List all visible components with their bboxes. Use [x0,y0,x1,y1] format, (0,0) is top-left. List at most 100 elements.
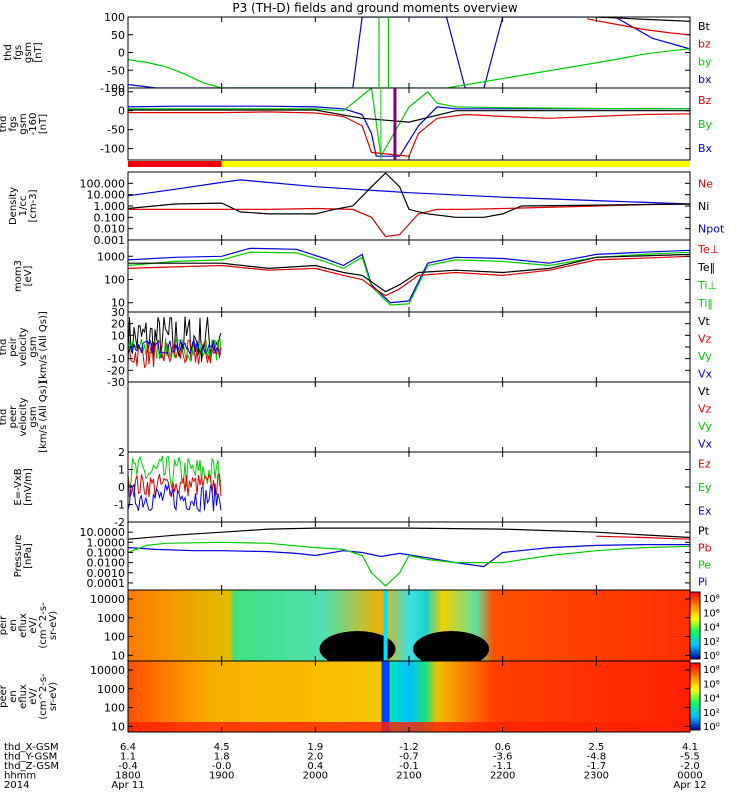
y-axis-label: eV/ [28,688,39,705]
plot-area-fgs [128,17,690,88]
y-axis-label: eflux [18,684,29,709]
y-axis-label: [nPa] [23,543,34,569]
axis-cell-value: 1900 [209,771,234,782]
y-tick-label: 50 [111,29,125,42]
y-tick-label: 100 [104,702,125,715]
axis-cell-value: -1.7 [587,761,607,772]
series-Pe [128,541,690,587]
axis-cell-value: -1.1 [493,761,513,772]
y-axis-label: velocity [18,397,29,436]
y-tick-label: 0 [118,105,125,118]
y-axis-label: [km/s (All Qs)] [38,311,49,383]
y-axis-label: [nT] [33,42,44,62]
y-axis-label: [mV/m] [23,468,34,506]
series-bx [128,17,690,88]
series-Pt [128,527,690,540]
colorbar-tick-label: 10⁰ [703,651,720,662]
colorbar-tick-label: 10⁸ [703,594,720,605]
plot-area-density [128,172,690,238]
legend-Bt: Bt [698,20,711,33]
y-axis-label: fgs [13,45,24,60]
legend-Vt: Vt [698,315,711,328]
colorbar-tick-label: 10⁸ [703,665,720,676]
noise-trace-blue [128,338,221,355]
chart-title: P3 (TH-D) fields and ground moments over… [232,1,518,15]
legend-Ex: Ex [698,504,712,517]
y-tick-label: 10000 [90,593,125,606]
panel-temperature: 1000 100 10 mom3 [eV] Te⊥ Te‖ Ti⊥ Ti‖ [13,239,719,313]
axis-cell-value: Apr 11 [111,780,144,791]
axis-row-label: thd_Z-GSM [4,761,59,772]
y-axis-label: thd [0,116,9,133]
legend-Te⊥: Te⊥ [697,243,719,256]
y-axis-label: thd [0,339,9,356]
legend-Ti⊥: Ti⊥ [697,279,717,292]
y-axis-label: peir [0,615,9,635]
axis-cell-value: 1.9 [307,742,323,753]
boundary-strip [381,661,390,732]
series-Pb [596,535,690,540]
y-axis-label: thd [3,44,14,61]
series-Bt [596,17,690,22]
series-Te‖ [128,253,690,293]
spectrogram-fill [128,661,690,732]
panel-frame [127,87,691,161]
colorbar-tick-label: 10² [703,708,720,719]
y-tick-label: 100 [104,631,125,644]
axis-cell-value: -0.7 [399,752,419,763]
y-tick-label: 0 [118,341,125,354]
y-axis-label: (cm^2-s- [38,602,49,649]
y-tick-label: -2 [114,516,125,529]
y-axis-label: peir [8,336,19,356]
colorbar-tick-label: 10⁶ [703,608,720,619]
y-tick-label: 0.001 [94,234,126,247]
y-tick-label: 30 [111,306,125,319]
y-tick-label: 1.0000 [87,536,126,549]
y-tick-label: 0 [118,481,125,494]
legend-Bx: Bx [698,142,713,155]
y-tick-label: -1 [114,499,125,512]
plot-area-peir_velocity [128,316,222,369]
legend-Vt: Vt [698,385,711,398]
y-tick-label: 100.000 [80,177,126,190]
y-tick-label: 0.0100 [87,557,126,570]
axis-cell-value: -0.0 [212,761,232,772]
y-axis-label: fgs [8,116,19,131]
legend-Te‖: Te‖ [697,261,715,274]
y-tick-label: 0.1000 [87,546,126,559]
y-axis-label: en [8,690,19,703]
panel-frame [127,381,691,453]
legend-Vx: Vx [698,437,713,450]
series-Ni [128,172,690,218]
axis-row-label: 2014 [4,780,29,791]
axis-cell-value: -0.4 [118,761,138,772]
y-axis-label: gsm [23,42,34,63]
legend-Pe: Pe [698,559,711,572]
y-axis-label: sr-eV) [48,611,59,640]
mode-bar-segment [128,161,222,167]
noise-trace-red [128,339,222,369]
y-axis-label: peer [0,684,9,708]
legend-Vz: Vz [698,332,712,345]
axis-cell-value: -1.2 [399,742,419,753]
axis-cell-value: 6.4 [120,742,136,753]
series-Te⊥ [128,255,690,297]
y-axis-label: gsm [28,406,39,427]
legend-Npot: Npot [698,223,725,236]
y-tick-label: 0.0001 [87,577,126,590]
legend-Vx: Vx [698,367,713,380]
plot-area-pressure [128,527,690,587]
colorbar-tick-label: 10⁰ [703,722,720,733]
y-tick-label: 1000 [97,250,125,263]
series-By [128,88,690,159]
series-black [128,109,690,123]
y-tick-label: 1.000 [94,200,126,213]
y-tick-label: 10.0000 [80,526,126,539]
y-tick-label: 20 [111,318,125,331]
axis-cell-value: -4.8 [587,752,607,763]
axis-cell-value: 1.8 [214,752,230,763]
y-axis-label: eflux [18,613,29,638]
legend-Ey: Ey [698,481,712,494]
colorbar-tick-label: 10⁴ [703,694,720,705]
